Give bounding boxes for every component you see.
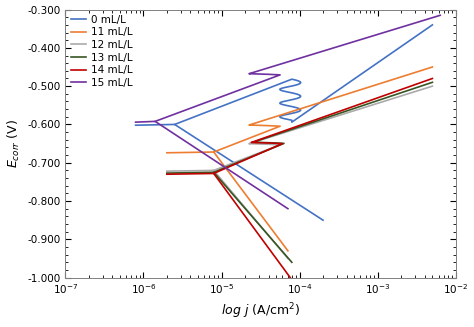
15 mL/L bbox=[186, 142, 191, 146]
Legend: 0 mL/L, 11 mL/L, 12 mL/L, 13 mL/L, 14 mL/L, 15 mL/L: 0 mL/L, 11 mL/L, 12 mL/L, 13 mL/L, 14 mL… bbox=[68, 13, 135, 90]
11 mL/L bbox=[224, 167, 230, 171]
14 mL/L bbox=[211, 171, 217, 175]
14 mL/L bbox=[230, 198, 236, 202]
Line: 13 mL/L: 13 mL/L bbox=[167, 172, 292, 262]
12 mL/L bbox=[165, 169, 171, 173]
14 mL/L bbox=[285, 273, 291, 277]
12 mL/L bbox=[283, 254, 289, 258]
13 mL/L bbox=[165, 171, 171, 175]
15 mL/L bbox=[152, 119, 158, 123]
11 mL/L bbox=[165, 151, 171, 155]
0 mL/L bbox=[320, 218, 326, 222]
0 mL/L bbox=[317, 216, 322, 220]
13 mL/L bbox=[287, 258, 292, 262]
13 mL/L bbox=[164, 171, 170, 175]
0 mL/L bbox=[210, 147, 215, 151]
15 mL/L bbox=[133, 120, 139, 124]
0 mL/L bbox=[198, 139, 204, 143]
Line: 15 mL/L: 15 mL/L bbox=[136, 121, 288, 209]
0 mL/L bbox=[133, 123, 139, 127]
15 mL/L bbox=[285, 207, 291, 211]
15 mL/L bbox=[282, 204, 287, 208]
14 mL/L bbox=[287, 276, 293, 280]
14 mL/L bbox=[165, 172, 171, 176]
15 mL/L bbox=[133, 120, 139, 124]
11 mL/L bbox=[285, 249, 291, 253]
11 mL/L bbox=[230, 175, 236, 179]
11 mL/L bbox=[283, 246, 289, 250]
12 mL/L bbox=[165, 169, 171, 173]
11 mL/L bbox=[211, 150, 217, 154]
15 mL/L bbox=[203, 153, 209, 157]
11 mL/L bbox=[165, 151, 171, 155]
13 mL/L bbox=[165, 171, 171, 175]
14 mL/L bbox=[224, 190, 230, 194]
Line: 12 mL/L: 12 mL/L bbox=[167, 170, 288, 258]
12 mL/L bbox=[164, 169, 170, 173]
Line: 14 mL/L: 14 mL/L bbox=[167, 173, 290, 278]
11 mL/L bbox=[164, 151, 170, 155]
0 mL/L bbox=[133, 123, 138, 127]
0 mL/L bbox=[172, 123, 177, 127]
12 mL/L bbox=[211, 168, 217, 172]
13 mL/L bbox=[225, 186, 230, 190]
15 mL/L bbox=[133, 120, 138, 124]
Line: 0 mL/L: 0 mL/L bbox=[136, 125, 323, 220]
14 mL/L bbox=[240, 211, 246, 215]
13 mL/L bbox=[231, 193, 237, 197]
12 mL/L bbox=[285, 256, 291, 260]
X-axis label: $\mathit{log}\ j\ \mathrm{(A/cm^2)}$: $\mathit{log}\ j\ \mathrm{(A/cm^2)}$ bbox=[221, 302, 300, 321]
13 mL/L bbox=[289, 260, 295, 264]
0 mL/L bbox=[228, 159, 234, 163]
14 mL/L bbox=[164, 172, 170, 176]
13 mL/L bbox=[240, 204, 246, 208]
0 mL/L bbox=[134, 123, 140, 127]
13 mL/L bbox=[211, 170, 217, 174]
12 mL/L bbox=[230, 191, 236, 195]
Y-axis label: $E_{corr}\ \mathrm{(V)}$: $E_{corr}\ \mathrm{(V)}$ bbox=[6, 119, 22, 168]
12 mL/L bbox=[239, 202, 245, 206]
11 mL/L bbox=[239, 188, 245, 192]
14 mL/L bbox=[165, 172, 171, 176]
12 mL/L bbox=[224, 184, 230, 188]
Line: 11 mL/L: 11 mL/L bbox=[167, 152, 288, 251]
15 mL/L bbox=[176, 135, 182, 139]
